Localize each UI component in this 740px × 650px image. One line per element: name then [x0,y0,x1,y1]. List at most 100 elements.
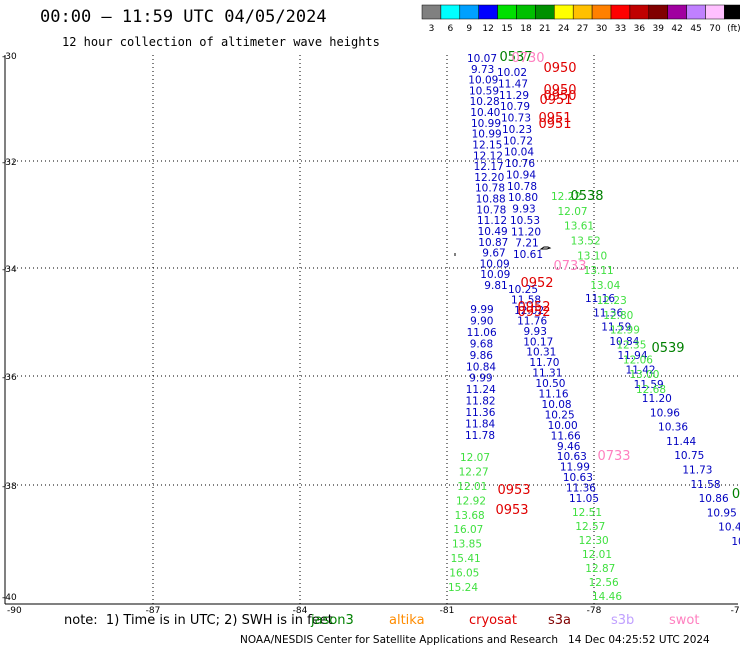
wave-height-value: 12.02 [514,305,544,317]
pass-time-tag: 0538 [570,189,603,204]
wave-height-value: 12.27 [459,466,489,478]
legend-label: 24 [558,24,570,34]
pass-time-tag: 0950 [543,83,576,98]
wave-height-value: 10.53 [510,215,540,227]
island-shape [539,246,552,250]
legend-swatch [535,4,555,20]
wave-height-value: 10.95 [707,507,737,519]
legend-swatch [459,4,479,20]
wave-height-value: 10.78 [476,204,506,216]
wave-height-value: 10.4 [718,522,740,534]
wave-height-value: 11.59 [634,379,664,391]
wave-height-value: 12.12 [473,150,503,162]
wave-height-value: 10.28 [470,96,500,108]
legend-swatch [440,4,461,20]
legend-label: 21 [539,24,550,34]
wave-height-value: 14.46 [592,591,622,603]
wave-height-value: 11.76 [517,315,547,327]
wave-height-value: 11.24 [466,384,496,396]
wave-height-value: 10.25 [508,284,538,296]
legend-label: 42 [671,24,682,34]
wave-height-value: 15.24 [448,582,478,594]
wave-height-value: 11.20 [511,226,541,238]
legend-swatch [421,4,442,20]
satellite-label-cryosat: cryosat [469,613,517,628]
wave-height-value: 10.17 [523,336,553,348]
wave-height-value: 11.42 [626,364,656,376]
legend-swatch [516,4,536,20]
wave-height-value: 10.79 [500,101,530,113]
legend-swatch [705,4,725,20]
legend-swatch [667,4,687,20]
legend-swatch [629,4,650,20]
legend-swatch [572,4,593,20]
legend-label: (ft) [727,24,740,34]
wave-height-value: 11.29 [499,90,529,102]
wave-height-value: 10.78 [475,183,505,195]
pass-time-tag: 0951 [538,111,571,126]
wave-height-value: 10.63 [563,472,593,484]
wave-height-value: 10.61 [513,249,543,261]
wave-height-value: 10.08 [542,399,572,411]
legend-label: 45 [690,24,701,34]
wave-height-value: 10 [731,536,740,548]
wave-height-value: 12.56 [589,577,619,589]
lon-tick-label: -81 [440,606,455,616]
pass-time-tags: 0537073009500950095009510951095105380733… [495,50,740,518]
wave-height-value: 11.47 [498,78,528,90]
legend-label: 3 [429,24,435,34]
wave-height-value: 11.99 [560,462,590,474]
pass-time-tag: 0952 [517,305,550,320]
footer-agency: NOAA/NESDIS Center for Satellite Applica… [240,634,558,646]
legend-label: 9 [466,24,472,34]
legend-label: 18 [520,24,532,34]
wave-height-value: 10.00 [548,420,578,432]
lat-tick-label: -34 [2,265,17,275]
wave-height-value: 12.80 [603,310,633,322]
altimeter-tracks: 10.079.7310.0910.5910.2810.4010.9910.991… [448,53,740,603]
legend-label: 12 [482,24,493,34]
wave-height-value: 10.31 [526,347,556,359]
wave-height-value: 9.93 [512,204,535,216]
legend-swatch [686,4,706,20]
wave-height-value: 13.10 [577,250,607,262]
wave-height-value: 11.16 [585,293,615,305]
pass-time-tag: 0951 [538,117,571,132]
wave-height-value: 13.00 [629,369,659,381]
wave-height-value: 9.86 [470,350,494,362]
wave-height-value: 12.92 [456,495,486,507]
wave-height-value: 12.07 [460,452,490,464]
wave-height-value: 10.02 [497,67,527,79]
pass-time-tag: 0953 [495,503,528,518]
wave-height-value: 12.57 [575,521,605,533]
wave-height-value: 13.68 [455,510,485,522]
wave-height-value: 7.21 [515,238,538,250]
wave-height-value: 10.25 [545,409,575,421]
wave-height-value: 10.99 [472,129,502,141]
wave-height-value: 12.23 [597,295,627,307]
pass-time-tag: 0730 [511,51,544,66]
wave-height-value: 10.87 [478,237,508,249]
pass-time-tag: 0951 [539,93,572,108]
map-axes: -30 -32 -34 -36 -38 -40 -90 -87 -84 -81 -78 -75 [2,52,740,616]
wave-height-value: 10.23 [502,124,532,136]
wave-height-value: 11.12 [477,215,507,227]
note-text: note: 1) Time is in UTC; 2) SWH is in fe… [64,613,333,628]
wave-height-value: 10.75 [674,450,704,462]
satellite-label-s3a: s3a [548,613,572,628]
pass-time-tag: 0952 [517,300,550,315]
legend-swatch [610,4,631,20]
wave-height-value: 16.07 [453,524,483,536]
wave-height-value: 11.84 [465,419,495,431]
wave-height-value: 10.04 [504,147,534,159]
wave-height-value: 11.05 [569,493,599,505]
wave-height-value: 10.78 [507,181,537,193]
wave-height-value: 12.20 [474,172,504,184]
footer-timestamp: 14 Dec 04:25:52 UTC 2024 [568,634,710,646]
legend-label: 27 [577,24,588,34]
map-title: 00:00 – 11:59 UTC 04/05/2024 [40,7,327,27]
satellite-label-s3b: s3b [611,613,635,628]
wave-height-value: 12.15 [472,139,502,151]
wave-height-value: 11.58 [511,294,541,306]
wave-height-value: 13.52 [571,236,601,248]
